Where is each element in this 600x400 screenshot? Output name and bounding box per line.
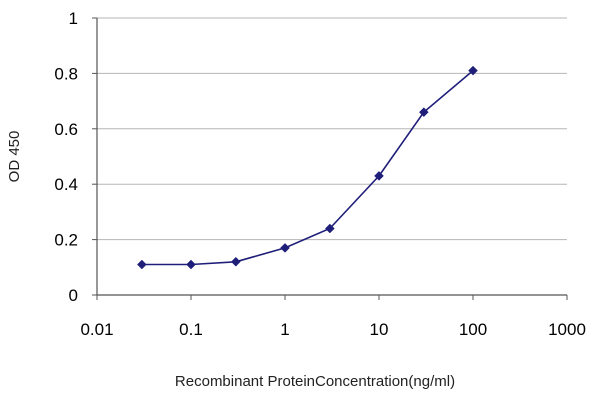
grid-lines (92, 17, 568, 300)
data-point (136, 259, 147, 270)
data-point (374, 171, 384, 181)
axes (96, 18, 567, 296)
data-point (418, 107, 429, 118)
x-tick-label: 10 (370, 320, 389, 339)
series-line (141, 69, 474, 266)
y-tick-label: 0 (69, 286, 78, 305)
y-tick-label: 0.4 (54, 175, 78, 194)
x-tick-label: 0.1 (179, 320, 203, 339)
y-tick-label: 0.8 (54, 64, 78, 83)
y-tick-labels: 0 0.2 0.4 0.6 0.8 1 (54, 9, 78, 305)
x-tick-labels: 0.01 0.1 1 10 100 1000 (80, 320, 585, 339)
data-point (324, 223, 335, 234)
y-axis-label: OD 450 (6, 131, 23, 183)
y-tick-label: 1 (69, 9, 78, 28)
x-axis-label: Recombinant ProteinConcentration(ng/ml) (175, 373, 455, 390)
y-tick-label: 0.6 (54, 120, 78, 139)
data-point (186, 259, 196, 270)
x-tick-label: 1 (280, 320, 289, 339)
series-layer (136, 65, 478, 270)
data-point (468, 65, 478, 76)
data-point (230, 256, 241, 267)
x-tick-label: 100 (459, 320, 487, 339)
y-tick-label: 0.2 (54, 231, 78, 250)
x-tick-label: 0.01 (80, 320, 113, 339)
data-point (280, 243, 290, 253)
x-tick-label: 1000 (548, 320, 586, 339)
